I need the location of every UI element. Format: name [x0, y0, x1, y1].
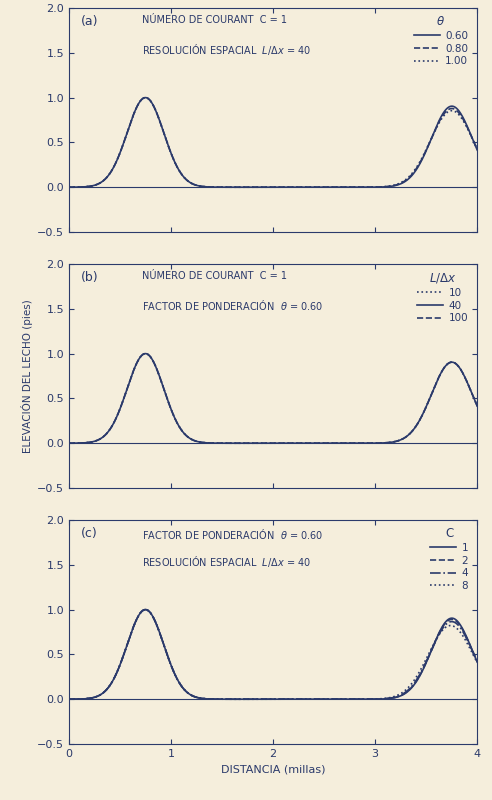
Text: NÚMERO DE COURANT  C = 1: NÚMERO DE COURANT C = 1 [142, 270, 287, 281]
Text: RESOLUCIÓN ESPACIAL  $L/\Delta x$ = 40: RESOLUCIÓN ESPACIAL $L/\Delta x$ = 40 [142, 42, 311, 57]
Legend: 1, 2, 4, 8: 1, 2, 4, 8 [430, 527, 468, 591]
Text: (c): (c) [81, 526, 98, 540]
X-axis label: DISTANCIA (millas): DISTANCIA (millas) [221, 765, 325, 774]
Legend: 10, 40, 100: 10, 40, 100 [417, 271, 468, 323]
Text: NÚMERO DE COURANT  C = 1: NÚMERO DE COURANT C = 1 [142, 14, 287, 25]
Text: FACTOR DE PONDERACIÓN  $\theta$ = 0.60: FACTOR DE PONDERACIÓN $\theta$ = 0.60 [142, 298, 324, 312]
Text: (b): (b) [81, 270, 99, 284]
Legend: 0.60, 0.80, 1.00: 0.60, 0.80, 1.00 [414, 15, 468, 66]
Y-axis label: ELEVACIÓN DEL LECHO (pies): ELEVACIÓN DEL LECHO (pies) [21, 299, 33, 453]
Text: RESOLUCIÓN ESPACIAL  $L/\Delta x$ = 40: RESOLUCIÓN ESPACIAL $L/\Delta x$ = 40 [142, 554, 311, 569]
Text: FACTOR DE PONDERACIÓN  $\theta$ = 0.60: FACTOR DE PONDERACIÓN $\theta$ = 0.60 [142, 526, 324, 541]
Text: (a): (a) [81, 14, 98, 28]
